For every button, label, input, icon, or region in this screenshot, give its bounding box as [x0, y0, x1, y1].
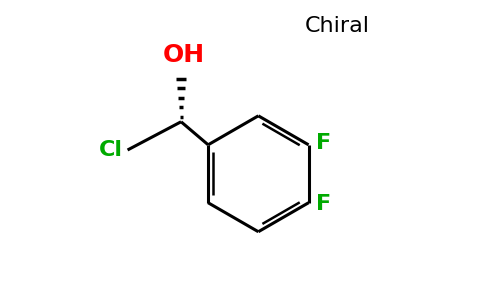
Text: OH: OH	[163, 43, 205, 67]
Text: Cl: Cl	[99, 140, 123, 160]
Text: Chiral: Chiral	[305, 16, 370, 36]
Text: F: F	[316, 133, 331, 153]
Text: F: F	[316, 194, 331, 214]
